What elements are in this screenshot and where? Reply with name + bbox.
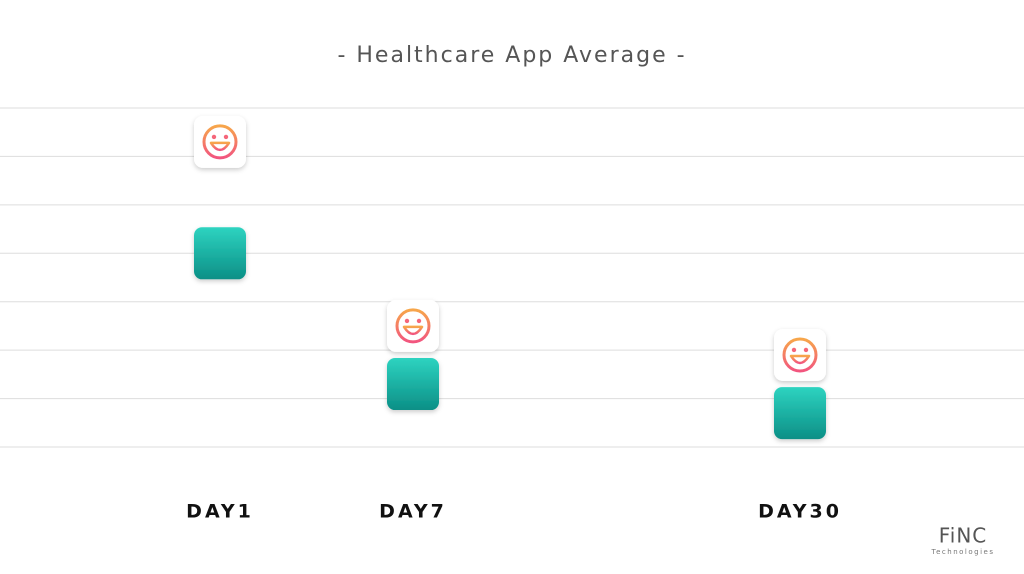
app-icon	[194, 115, 246, 168]
icon-dot	[194, 227, 246, 280]
icon-mouth	[402, 325, 424, 336]
x-tick-label: DAY1	[186, 501, 254, 523]
x-tick-label: DAY7	[379, 501, 447, 523]
icon-face	[202, 124, 238, 160]
app-icon	[387, 299, 439, 352]
icon-face	[782, 337, 818, 373]
icon-face	[395, 308, 431, 344]
icon-eye	[211, 134, 217, 140]
logo: FiNC	[939, 524, 988, 548]
icon-eye	[223, 134, 229, 140]
icon-eye	[791, 347, 797, 353]
app-icon	[774, 328, 826, 381]
icon-eye	[416, 318, 422, 324]
logo-subtitle: Technologies	[931, 548, 995, 556]
icon-dot	[774, 387, 826, 440]
icon-mouth	[209, 141, 231, 152]
icon-eye	[404, 318, 410, 324]
x-tick-label: DAY30	[758, 501, 842, 523]
icon-dot	[387, 358, 439, 411]
icon-mouth	[789, 354, 811, 365]
icon-eye	[803, 347, 809, 353]
chart-title: - Healthcare App Average -	[337, 43, 686, 68]
